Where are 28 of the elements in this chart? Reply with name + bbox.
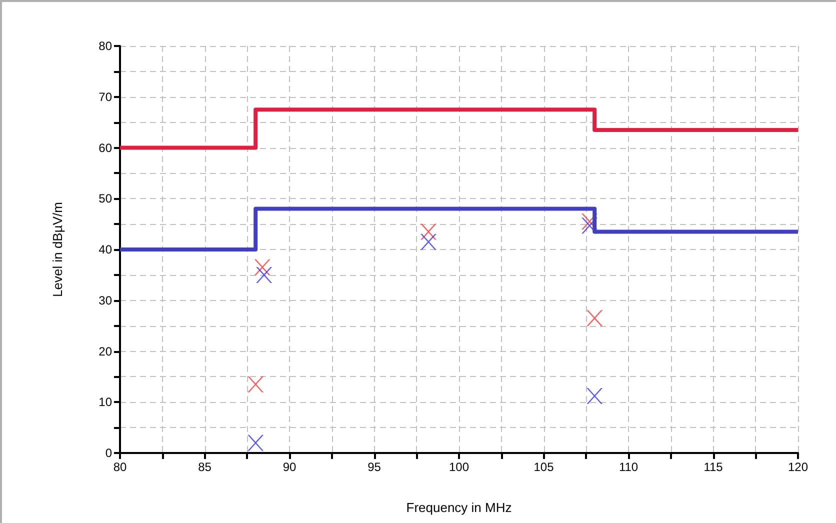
y-tick-label: 70 xyxy=(98,90,112,104)
x-tick-label: 85 xyxy=(198,460,212,474)
point xyxy=(248,434,264,451)
point xyxy=(256,266,272,283)
point xyxy=(586,310,603,326)
x-tick-label: 120 xyxy=(788,460,808,474)
point xyxy=(254,259,270,276)
x-tick-label: 105 xyxy=(534,460,554,474)
y-tick-label: 80 xyxy=(98,39,112,53)
point xyxy=(420,224,436,240)
y-tick-label: 0 xyxy=(105,446,112,460)
point xyxy=(420,234,436,250)
x-axis-title: Frequency in MHz xyxy=(406,500,512,515)
y-tick-label: 30 xyxy=(98,293,112,308)
x-tick-label: 80 xyxy=(113,460,127,474)
x-tick-label: 100 xyxy=(448,460,470,474)
y-tick-label: 60 xyxy=(98,140,112,155)
point xyxy=(248,376,264,392)
x-tick-label: 115 xyxy=(704,460,724,474)
point xyxy=(586,388,603,404)
y-tick-label: 40 xyxy=(98,242,112,256)
x-tick-label: 95 xyxy=(368,460,382,474)
y-tick-label: 50 xyxy=(98,192,112,206)
x-tick-label: 110 xyxy=(618,460,638,474)
y-tick-label: 10 xyxy=(98,395,112,410)
x-tick-label: 90 xyxy=(282,460,296,474)
y-axis-title: Level in dBµV/m xyxy=(50,202,65,297)
y-tick-label: 20 xyxy=(98,344,112,358)
